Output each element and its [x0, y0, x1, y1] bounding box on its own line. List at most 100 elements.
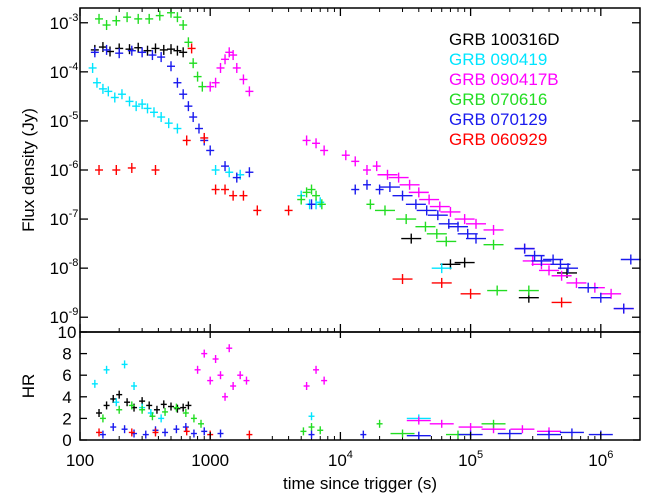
hr-point — [497, 429, 522, 438]
hr-y-tick-label: 10 — [58, 323, 77, 342]
hr-point — [121, 360, 128, 369]
hr-point — [103, 401, 110, 410]
hr-point — [139, 405, 146, 414]
flux-point — [543, 254, 564, 265]
hr-point — [313, 365, 320, 374]
flux-series-4 — [90, 44, 641, 314]
hr-point — [173, 403, 180, 412]
legend-entry: GRB 070129 — [449, 110, 547, 129]
x-tick-label: 106 — [588, 449, 613, 470]
flux-point — [375, 184, 384, 195]
flux-series-2 — [206, 47, 634, 314]
x-tick-label: 105 — [458, 449, 483, 470]
flux-point — [551, 297, 572, 308]
hr-point — [190, 414, 197, 423]
hr-point — [217, 429, 224, 438]
y-tick-label: 10-6 — [50, 159, 79, 180]
flux-point — [123, 12, 132, 23]
hr-point — [158, 414, 165, 423]
flux-point — [538, 265, 559, 276]
hr-point — [128, 401, 135, 410]
flux-point — [184, 101, 193, 112]
hr-point — [182, 409, 189, 417]
hr-point — [458, 423, 483, 432]
flux-point — [112, 15, 121, 26]
legend-entry: GRB 090419 — [449, 50, 547, 69]
flux-point — [483, 224, 504, 235]
flux-point — [232, 172, 241, 183]
flux-point — [558, 263, 579, 274]
hr-y-tick-label: 2 — [62, 409, 71, 428]
hr-point — [183, 427, 190, 436]
flux-panel: 10-310-410-510-610-710-810-9 — [50, 7, 641, 440]
hr-point — [116, 405, 123, 414]
flux-point — [106, 46, 115, 57]
flux-point — [187, 43, 196, 54]
flux-point — [416, 205, 437, 216]
hr-series-2 — [194, 344, 561, 436]
hr-point — [303, 382, 310, 390]
flux-point — [127, 45, 136, 56]
flux-point — [374, 205, 395, 216]
flux-point — [200, 132, 209, 143]
flux-point — [95, 165, 104, 175]
hr-point — [162, 407, 169, 416]
hr-point — [198, 419, 205, 428]
flux-point — [155, 10, 164, 21]
hr-point — [308, 430, 315, 439]
y-axis-title-flux: Flux density (Jy) — [19, 108, 38, 232]
flux-point — [392, 190, 413, 201]
flux-point — [316, 197, 325, 208]
hr-point — [180, 403, 187, 412]
flux-series-0 — [90, 42, 578, 303]
flux-point — [221, 184, 230, 195]
hr-point — [152, 428, 159, 437]
hr-point — [360, 430, 367, 439]
flux-point — [193, 71, 202, 82]
hr-point — [142, 430, 149, 439]
flux-point — [399, 179, 420, 190]
flux-point — [102, 20, 111, 31]
flux-point — [312, 190, 321, 201]
flux-point — [465, 233, 486, 244]
hardness-panel: 100 1000 104 105 106 0 2 4 6 8 10 — [58, 323, 641, 470]
hr-point — [226, 344, 233, 353]
legend-entry: GRB 090417B — [449, 70, 559, 89]
flux-point — [408, 187, 429, 198]
flux-point — [440, 206, 461, 217]
hr-point — [510, 425, 535, 434]
hr-y-tick-label: 8 — [62, 345, 71, 364]
flux-point — [127, 162, 136, 173]
flux-point — [164, 118, 173, 129]
flux-point — [307, 184, 316, 195]
flux-point — [392, 274, 413, 285]
flux-point — [115, 48, 124, 59]
flux-point — [143, 45, 152, 56]
hr-point — [162, 428, 169, 437]
flux-point — [157, 52, 166, 63]
hr-point — [201, 427, 208, 436]
y-tick-label: 10-8 — [50, 257, 79, 278]
flux-point — [460, 288, 481, 299]
hr-plot-frame — [79, 331, 641, 441]
hr-point — [376, 419, 383, 428]
flux-point — [138, 47, 147, 58]
flux-point — [179, 47, 188, 58]
flux-point — [173, 77, 182, 88]
flux-point — [225, 47, 234, 58]
flux-point — [239, 190, 248, 201]
hr-point — [390, 429, 415, 438]
flux-point — [232, 62, 241, 73]
flux-point — [134, 42, 143, 53]
flux-point — [457, 228, 478, 239]
flux-point — [173, 123, 182, 134]
hr-point — [131, 382, 138, 390]
flux-point — [419, 194, 440, 205]
flux-point — [143, 103, 152, 114]
flux-point — [578, 282, 599, 293]
flux-point — [198, 81, 207, 92]
flux-point — [206, 81, 215, 92]
flux-point — [514, 243, 535, 254]
